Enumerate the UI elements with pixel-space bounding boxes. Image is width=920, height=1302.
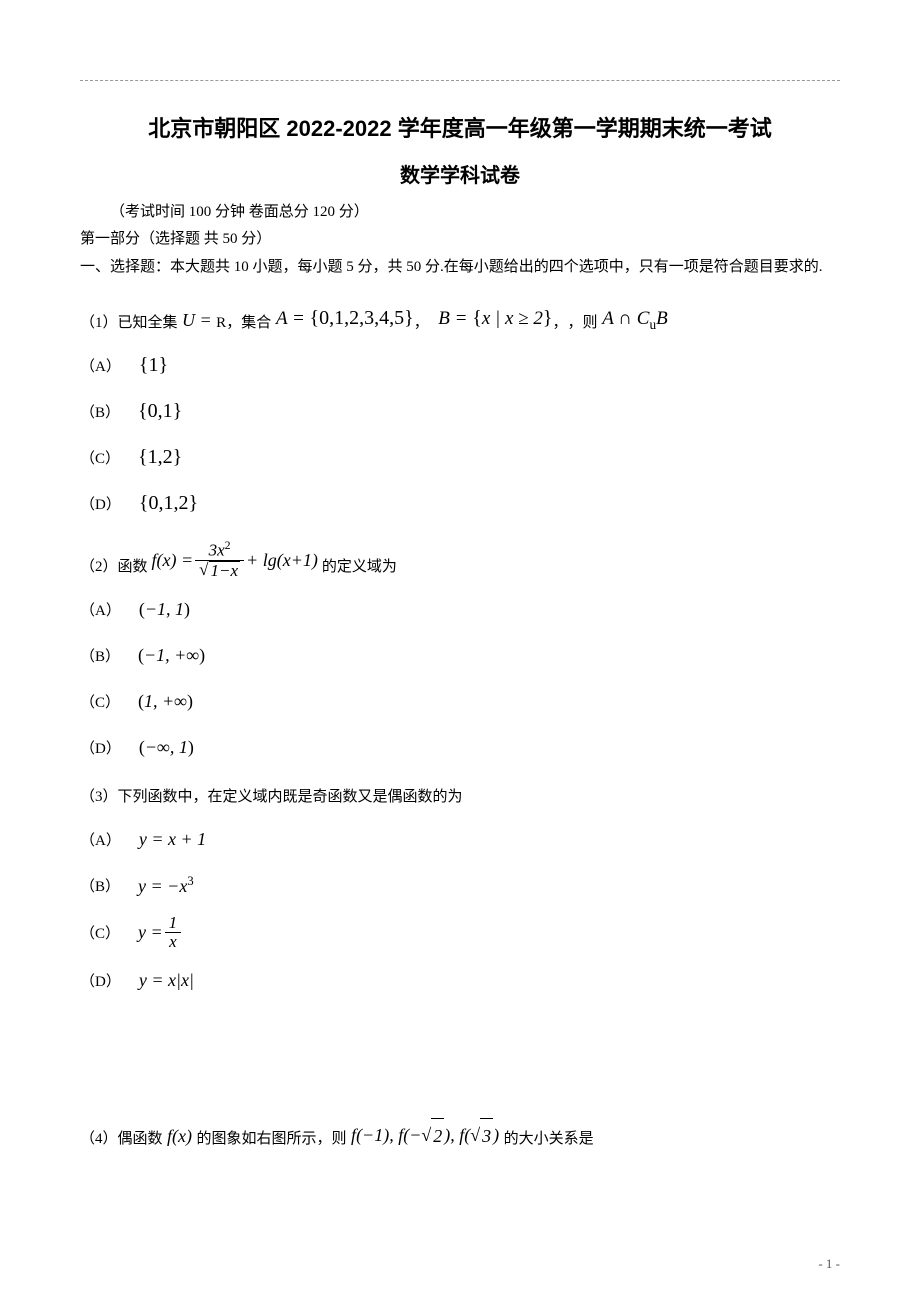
- q2-prefix: （2）函数: [80, 553, 148, 582]
- option-value: (−∞, 1): [139, 737, 194, 758]
- question-4-stem: （4）偶函数 f(x) 的图象如右图所示，则 f(−1), f(−√2), f(…: [80, 1118, 840, 1153]
- frac-num: 1: [165, 914, 182, 933]
- q1-option-D: （D） {0,1,2}: [80, 485, 840, 521]
- q4-fx: f(x): [163, 1119, 197, 1153]
- q1-expr: A ∩ CuB: [598, 301, 668, 337]
- option-value: {1}: [139, 354, 168, 377]
- q2-plus: + lg(x+1): [246, 543, 318, 577]
- option-label: （B）: [80, 875, 120, 896]
- option-label: （C）: [80, 691, 120, 712]
- q3-option-A: （A） y = x + 1: [80, 822, 840, 858]
- q1-comma1: ，: [414, 309, 429, 338]
- option-value: y = x|x|: [139, 970, 194, 991]
- option-value: y = x + 1: [139, 829, 206, 850]
- q2-fx-lhs: f(x) =: [152, 543, 194, 577]
- q1-u-set: R: [216, 309, 226, 338]
- frac-den: x: [165, 932, 181, 952]
- q1-option-C: （C） {1,2}: [80, 439, 840, 475]
- q1-u-eq: U =: [178, 303, 217, 337]
- q2-frac-num: 3x2: [205, 539, 235, 560]
- q2-option-B: （B） (−1, +∞): [80, 637, 840, 673]
- q3-option-D: （D） y = x|x|: [80, 962, 840, 998]
- q2-frac-den: √1−x: [195, 560, 244, 581]
- title-sub: 数学学科试卷: [80, 159, 840, 188]
- q1-prefix: （1）已知全集: [80, 309, 178, 338]
- q4-suffix: 的大小关系是: [504, 1125, 594, 1154]
- question-2-stem: （2）函数 f(x) = 3x2 √1−x + lg(x+1) 的定义域为: [80, 539, 840, 581]
- option-value: y = 1 x: [138, 914, 183, 952]
- page-number: - 1 -: [818, 1256, 840, 1272]
- question-4: （4）偶函数 f(x) 的图象如右图所示，则 f(−1), f(−√2), f(…: [80, 1118, 840, 1153]
- q3c-fraction: 1 x: [165, 914, 182, 952]
- title-main: 北京市朝阳区 2022-2022 学年度高一年级第一学期期末统一考试: [80, 111, 840, 143]
- part-header: 第一部分（选择题 共 50 分）: [80, 227, 840, 248]
- option-label: （B）: [80, 645, 120, 666]
- option-label: （C）: [80, 447, 120, 468]
- q4-mid: 的图象如右图所示，则: [197, 1125, 347, 1154]
- q2-fraction: 3x2 √1−x: [195, 539, 244, 581]
- q2-suffix: 的定义域为: [322, 553, 397, 582]
- option-label: （B）: [80, 401, 120, 422]
- q1-mid1: ，集合: [226, 309, 271, 338]
- q3-text: （3）下列函数中，在定义域内既是奇函数又是偶函数的为: [80, 789, 463, 805]
- instructions: 一、选择题：本大题共 10 小题，每小题 5 分，共 50 分.在每小题给出的四…: [80, 254, 840, 281]
- q3-option-C: （C） y = 1 x: [80, 914, 840, 952]
- option-value: {0,1,2}: [139, 492, 198, 515]
- q1-mid2: ，则: [567, 309, 597, 338]
- option-value: (1, +∞): [138, 691, 193, 712]
- q1-setB: B = {x | x ≥ 2}: [429, 299, 553, 337]
- question-1-stem: （1）已知全集 U = R ，集合 A = {0,1,2,3,4,5} ， B …: [80, 299, 840, 337]
- exam-page: 北京市朝阳区 2022-2022 学年度高一年级第一学期期末统一考试 数学学科试…: [0, 0, 920, 1203]
- q2-option-C: （C） (1, +∞): [80, 683, 840, 719]
- option-value: {0,1}: [138, 400, 182, 423]
- top-separator: [80, 80, 840, 81]
- q1-option-B: （B） {0,1}: [80, 393, 840, 429]
- question-2: （2）函数 f(x) = 3x2 √1−x + lg(x+1) 的定义域为: [80, 539, 840, 581]
- q1-option-A: （A） {1}: [80, 347, 840, 383]
- option-label: （D）: [80, 970, 121, 991]
- q2-option-D: （D） (−∞, 1): [80, 729, 840, 765]
- option-label: （C）: [80, 922, 120, 943]
- option-value: (−1, +∞): [138, 645, 205, 666]
- option-label: （A）: [80, 829, 121, 850]
- option-label: （D）: [80, 493, 121, 514]
- q3-option-B: （B） y = −x3: [80, 868, 840, 904]
- q2-option-A: （A） (−1, 1): [80, 591, 840, 627]
- q2-formula: f(x) = 3x2 √1−x + lg(x+1): [152, 539, 318, 581]
- sqrt-icon: √1−x: [199, 561, 240, 581]
- question-1: （1）已知全集 U = R ，集合 A = {0,1,2,3,4,5} ， B …: [80, 299, 840, 337]
- exam-time-info: （考试时间 100 分钟 卷面总分 120 分）: [110, 200, 840, 221]
- option-label: （A）: [80, 599, 121, 620]
- option-value: {1,2}: [138, 446, 182, 469]
- q4-prefix: （4）偶函数: [80, 1125, 163, 1154]
- q1-comma2: ，: [552, 309, 567, 338]
- option-label: （D）: [80, 737, 121, 758]
- option-value: y = −x3: [138, 874, 194, 897]
- option-value: (−1, 1): [139, 599, 190, 620]
- option-label: （A）: [80, 355, 121, 376]
- q4-values: f(−1), f(−√2), f(√3): [347, 1118, 504, 1153]
- q1-setA: A = {0,1,2,3,4,5}: [271, 299, 414, 337]
- question-3: （3）下列函数中，在定义域内既是奇函数又是偶函数的为: [80, 783, 840, 812]
